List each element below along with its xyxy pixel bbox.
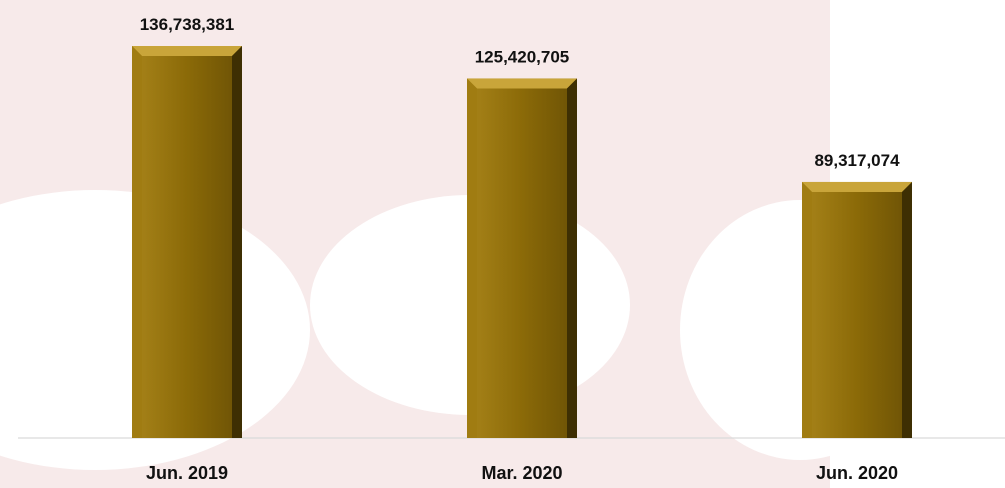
bar-left-bevel	[802, 181, 812, 439]
bar	[467, 78, 577, 439]
bar	[132, 46, 242, 438]
x-tick-label: Jun. 2020	[816, 463, 898, 483]
bar	[802, 181, 912, 439]
bar-left-bevel	[467, 78, 477, 439]
bar-left-bevel	[132, 46, 142, 438]
data-label: 125,420,705	[475, 47, 570, 66]
data-label: 136,738,381	[140, 15, 235, 34]
bar-top-bevel	[132, 46, 242, 56]
bar-body	[802, 181, 912, 439]
bar-right-bevel	[232, 46, 242, 438]
bar-body	[132, 46, 242, 438]
bar-top-bevel	[802, 181, 912, 192]
bar-top-bevel	[467, 78, 577, 89]
x-tick-label: Mar. 2020	[481, 463, 562, 483]
x-tick-label: Jun. 2019	[146, 463, 228, 483]
bar-right-bevel	[567, 78, 577, 439]
bar-body	[467, 78, 577, 439]
data-label: 89,317,074	[814, 151, 900, 170]
bar-right-bevel	[902, 181, 912, 439]
